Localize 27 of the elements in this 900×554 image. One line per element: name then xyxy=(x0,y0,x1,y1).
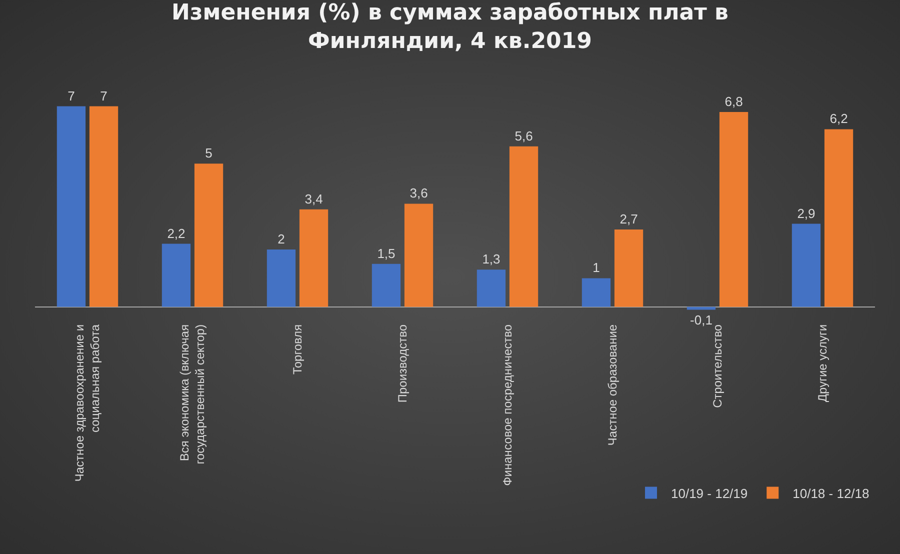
x-tick-label: Строительство xyxy=(710,324,724,408)
data-label: 7 xyxy=(100,88,108,104)
x-tick-label: Вся экономика (включая государственный сектор) xyxy=(178,324,208,464)
x-tick-label: Финансовое посредничество xyxy=(500,324,514,486)
chart-title: Изменения (%) в суммах заработных плат в Финляндии, 4 кв.2019 xyxy=(172,0,728,54)
data-label: 3,6 xyxy=(410,186,428,201)
x-tick-label: Частное образование xyxy=(605,324,620,446)
data-label: 5 xyxy=(205,146,212,161)
data-label: 3,4 xyxy=(304,191,323,206)
data-label: 2,9 xyxy=(797,206,816,221)
legend-label: 10/19 - 12/19 xyxy=(671,486,748,501)
data-label: 1,5 xyxy=(377,246,396,261)
x-tick-label: Другие услуги xyxy=(815,324,830,402)
data-label: 1,3 xyxy=(482,252,500,267)
data-label: 5,6 xyxy=(514,128,533,144)
legend-label: 10/18 - 12/18 xyxy=(792,486,870,501)
data-label: 1 xyxy=(592,260,600,276)
data-label: -0,1 xyxy=(690,312,712,328)
data-label: 2,2 xyxy=(167,226,186,241)
x-tick-label: Частное здравоохранение и социальная работа xyxy=(72,324,102,482)
x-tick-label: Производство xyxy=(395,324,410,403)
data-label: 7 xyxy=(68,88,75,104)
data-label: 2 xyxy=(278,232,285,247)
x-tick-label: Торговля xyxy=(290,324,304,375)
data-label: 6,8 xyxy=(724,94,743,110)
data-label: 6,2 xyxy=(830,111,848,126)
data-label: 2,7 xyxy=(620,211,638,226)
